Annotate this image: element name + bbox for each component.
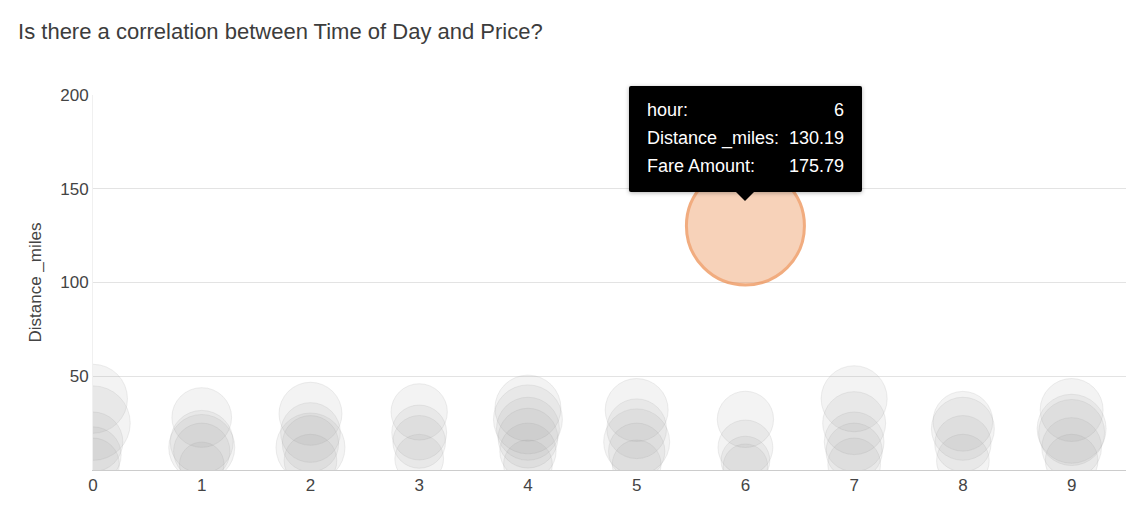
html-text:Fare Amount:: Fare Amount:: [646, 155, 755, 176]
svg-text:150: 150: [60, 180, 88, 199]
svg-text:4: 4: [523, 476, 532, 495]
svg-text:2: 2: [306, 476, 315, 495]
svg-text:7: 7: [849, 476, 858, 495]
svg-text:9: 9: [1067, 476, 1076, 495]
html-text:6: 6: [834, 99, 844, 120]
html-text:175.79: 175.79: [789, 155, 844, 176]
svg-text:200: 200: [60, 86, 88, 105]
html-text:130.19: 130.19: [789, 127, 844, 148]
svg-text:0: 0: [88, 476, 97, 495]
svg-text:6: 6: [741, 476, 750, 495]
svg-text:100: 100: [60, 273, 88, 292]
svg-text:Is there a correlation between: Is there a correlation between Time of D…: [18, 19, 543, 44]
svg-text:5: 5: [632, 476, 641, 495]
svg-text:8: 8: [958, 476, 967, 495]
svg-text:50: 50: [70, 367, 89, 386]
svg-text:1: 1: [197, 476, 206, 495]
html-text:hour:: hour:: [646, 99, 688, 120]
svg-text:Distance _miles: Distance _miles: [26, 223, 45, 343]
html-text:Distance _miles:: Distance _miles:: [646, 127, 779, 148]
svg-text:3: 3: [414, 476, 423, 495]
